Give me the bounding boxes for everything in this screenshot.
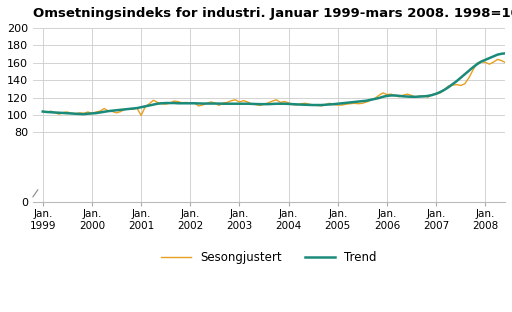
Text: Omsetningsindeks for industri. Januar 1999-mars 2008. 1998=100: Omsetningsindeks for industri. Januar 19… bbox=[33, 7, 512, 20]
Sesongjustert bbox=[355, 102, 361, 105]
Trend bbox=[65, 111, 71, 115]
Trend bbox=[81, 112, 87, 116]
Trend bbox=[503, 51, 509, 55]
Line: Sesongjustert: Sesongjustert bbox=[43, 40, 512, 115]
Trend bbox=[458, 76, 464, 80]
Trend bbox=[187, 101, 194, 105]
Trend bbox=[318, 103, 325, 107]
Trend bbox=[355, 100, 361, 103]
Trend bbox=[40, 110, 46, 114]
Sesongjustert bbox=[40, 109, 46, 113]
Sesongjustert bbox=[187, 101, 194, 105]
Sesongjustert bbox=[65, 110, 71, 114]
Legend: Sesongjustert, Trend: Sesongjustert, Trend bbox=[157, 246, 381, 269]
Sesongjustert bbox=[503, 61, 509, 65]
Line: Trend: Trend bbox=[43, 41, 512, 114]
Sesongjustert bbox=[138, 114, 144, 117]
Sesongjustert bbox=[318, 104, 325, 108]
Sesongjustert bbox=[458, 84, 464, 87]
